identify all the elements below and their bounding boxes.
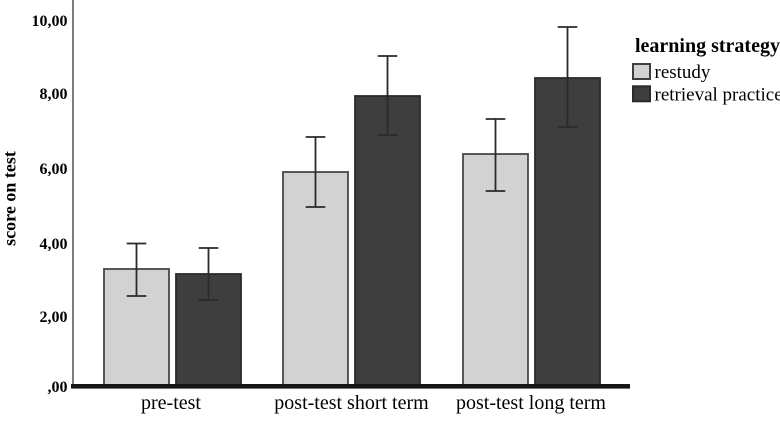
svg-text:post-test long term: post-test long term [456,392,606,414]
svg-text:6,00: 6,00 [40,161,68,178]
svg-text:score on test: score on test [0,151,20,246]
svg-text:4,00: 4,00 [40,236,68,253]
svg-text:pre-test: pre-test [141,392,201,414]
svg-text:retrieval practice: retrieval practice [655,84,780,105]
svg-text:2,00: 2,00 [40,309,68,326]
svg-text:,00: ,00 [48,379,68,396]
svg-text:10,00: 10,00 [32,13,68,30]
svg-text:post-test short term: post-test short term [274,392,429,414]
svg-text:restudy: restudy [655,62,711,83]
svg-text:8,00: 8,00 [40,86,68,103]
svg-text:learning strategy: learning strategy [635,35,780,57]
